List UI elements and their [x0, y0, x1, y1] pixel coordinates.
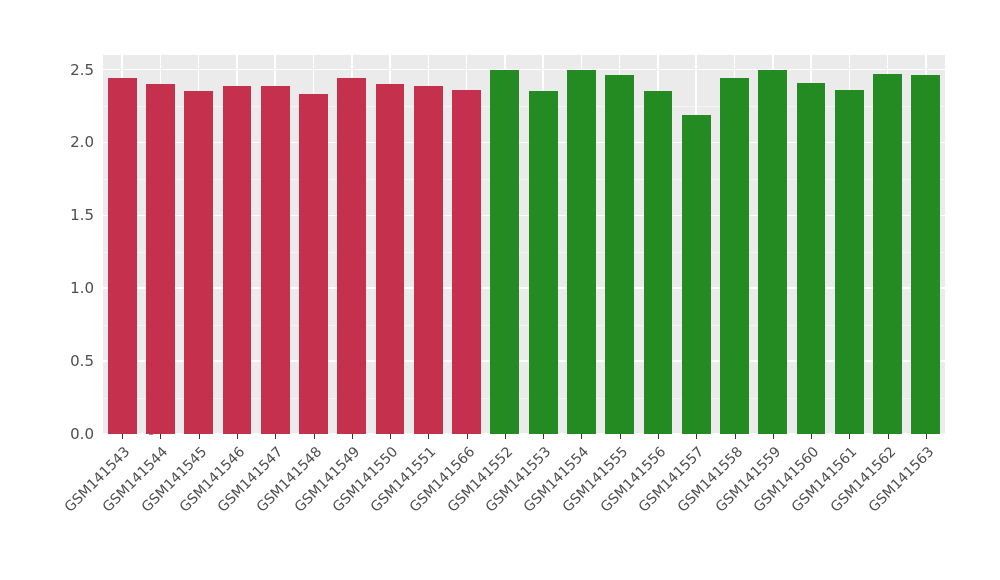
gridline-horizontal-major	[103, 433, 945, 434]
x-tick-mark	[466, 434, 468, 439]
bar[interactable]	[796, 82, 826, 434]
plot-panel	[103, 55, 945, 434]
bar[interactable]	[184, 91, 214, 434]
bar[interactable]	[873, 73, 903, 434]
x-tick-mark	[734, 434, 736, 439]
y-tick-label: 1.5	[70, 206, 94, 225]
bar[interactable]	[452, 90, 482, 434]
bar[interactable]	[260, 85, 290, 434]
x-tick-mark	[581, 434, 583, 439]
bar[interactable]	[643, 91, 673, 434]
bar[interactable]	[528, 91, 558, 434]
bar[interactable]	[720, 78, 749, 434]
bar[interactable]	[375, 84, 405, 434]
x-tick-mark	[772, 434, 774, 439]
gridline-horizontal-minor	[103, 106, 945, 108]
x-tick-mark	[390, 434, 392, 439]
x-tick-mark	[122, 434, 124, 439]
y-tick-label: 1.0	[70, 279, 94, 298]
gridline-horizontal-minor	[103, 251, 945, 253]
gridline-horizontal-minor	[103, 324, 945, 326]
y-tick-label: 2.0	[70, 133, 94, 152]
x-tick-mark	[504, 434, 506, 439]
x-tick-mark	[543, 434, 545, 439]
bar[interactable]	[337, 78, 367, 434]
bar[interactable]	[222, 85, 252, 434]
x-tick-mark	[657, 434, 659, 439]
y-tick-label: 0.0	[70, 425, 94, 443]
x-tick-mark	[619, 434, 621, 439]
x-tick-mark	[811, 434, 813, 439]
gridline-horizontal-minor	[103, 397, 945, 399]
bar[interactable]	[681, 114, 711, 434]
gridline-horizontal-major	[103, 68, 945, 71]
bar[interactable]	[299, 94, 328, 434]
x-tick-mark	[236, 434, 238, 439]
gridline-horizontal-minor	[103, 178, 945, 180]
x-tick-mark	[313, 434, 315, 439]
x-tick-mark	[887, 434, 889, 439]
x-tick-mark	[351, 434, 353, 439]
y-axis-tick-labels: 0.0 0.5 1.0 1.5 2.0 2.5	[50, 55, 153, 443]
bar[interactable]	[834, 90, 864, 434]
x-axis-tick-marks	[103, 434, 945, 440]
bar[interactable]	[911, 75, 941, 434]
gridline-horizontal-major	[103, 360, 945, 362]
x-tick-mark	[849, 434, 851, 439]
bar[interactable]	[413, 85, 443, 434]
bar[interactable]	[107, 78, 137, 434]
x-tick-mark	[275, 434, 277, 439]
bar[interactable]	[566, 69, 596, 434]
x-tick-mark	[696, 434, 698, 439]
bar[interactable]	[758, 69, 788, 434]
y-tick-label: 2.5	[70, 60, 94, 79]
gridline-horizontal-major	[103, 214, 945, 217]
gridline-horizontal-major	[103, 287, 945, 290]
x-tick-mark	[198, 434, 200, 439]
bar[interactable]	[605, 75, 635, 434]
y-tick-label: 0.5	[70, 352, 94, 371]
gridline-horizontal-major	[103, 141, 945, 144]
y-tick-mark	[149, 433, 153, 435]
bar[interactable]	[145, 84, 175, 434]
bar[interactable]	[490, 69, 520, 434]
x-tick-mark	[925, 434, 927, 439]
bars-layer	[103, 55, 945, 434]
x-tick-mark	[160, 434, 162, 439]
x-axis-tick-labels: GSM141543 GSM141544 GSM141545 GSM141546 GSM1…	[62, 440, 945, 570]
x-tick-mark	[428, 434, 430, 439]
